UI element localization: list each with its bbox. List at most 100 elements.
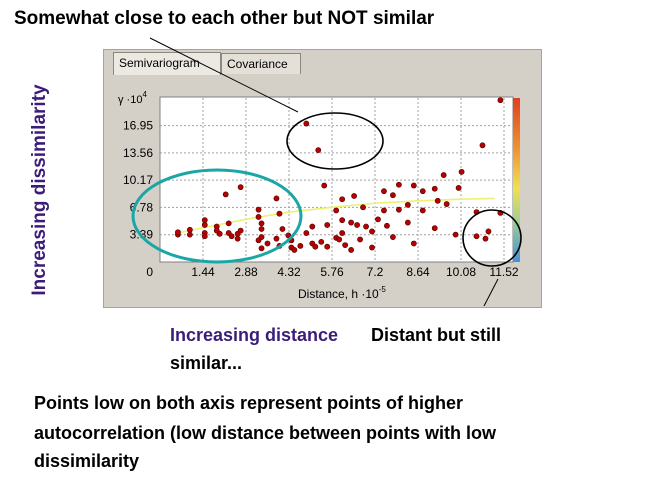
data-point (395, 181, 402, 188)
data-point (336, 236, 343, 243)
data-point (384, 222, 390, 229)
data-point (258, 220, 265, 227)
data-point (186, 226, 193, 233)
data-point (201, 222, 208, 228)
data-point (318, 238, 325, 245)
data-point (258, 245, 265, 252)
data-point (443, 201, 450, 207)
x-tick-label: 10.08 (446, 265, 476, 279)
data-point (315, 147, 322, 154)
data-point (434, 197, 441, 204)
data-point (285, 232, 292, 239)
data-point (273, 235, 280, 242)
data-point (482, 235, 489, 242)
data-point (351, 193, 357, 199)
distant-similar-annotation-1: Distant but still (371, 325, 501, 345)
data-point (455, 185, 462, 191)
top-pointer-line (149, 37, 299, 113)
tab-covariance[interactable]: Covariance (221, 53, 301, 74)
data-point (276, 210, 283, 217)
data-point (333, 207, 340, 214)
summary-line-1: Points low on both axis represent points… (34, 393, 464, 413)
y-tick-label: 10.17 (123, 173, 153, 187)
x-tick-label: 8.64 (406, 265, 430, 279)
data-point (473, 233, 480, 240)
data-point (324, 222, 331, 228)
data-point (404, 219, 411, 226)
x-axis-label: Distance, h ·10-5 (298, 285, 386, 301)
data-point (479, 142, 486, 149)
summary-line-2: autocorrelation (low distance between po… (34, 423, 497, 443)
data-point (234, 235, 241, 242)
data-point (255, 206, 262, 213)
data-point (264, 240, 271, 247)
data-point (255, 214, 262, 220)
y-tick-label: 13.56 (123, 146, 153, 160)
data-point (369, 228, 375, 235)
data-point (312, 243, 319, 250)
data-point (201, 217, 208, 224)
x-axis-annotation: Increasing distance (170, 325, 339, 345)
data-point (309, 223, 316, 230)
data-point (360, 204, 366, 211)
x-tick-label: 1.44 (191, 265, 215, 279)
data-point (431, 185, 438, 192)
data-point (348, 219, 355, 226)
summary-line-3: dissimilarity (34, 451, 140, 471)
data-point (357, 236, 363, 243)
data-point (216, 230, 223, 237)
data-point (175, 229, 181, 236)
data-point (381, 188, 387, 195)
data-point (228, 233, 235, 240)
data-point (339, 217, 346, 224)
data-point (273, 195, 280, 202)
data-point (375, 216, 381, 223)
data-point (410, 182, 417, 189)
data-point (419, 188, 426, 195)
data-point (354, 222, 360, 228)
x-tick-label: 5.76 (320, 265, 344, 279)
data-point (485, 228, 492, 235)
data-point (419, 207, 426, 214)
data-point (297, 243, 304, 249)
data-point (237, 184, 244, 191)
x-tick-label: 7.2 (367, 265, 384, 279)
data-point (324, 243, 331, 250)
color-scale-bar (513, 98, 520, 262)
x-tick-label: 4.32 (277, 265, 301, 279)
data-point (458, 168, 465, 175)
x-tick-label: 2.88 (234, 265, 258, 279)
data-point (225, 220, 232, 227)
tab-semivariogram[interactable]: Semivariogram (113, 52, 221, 75)
distant-similar-ellipse (462, 209, 522, 267)
data-point (440, 172, 447, 178)
data-point (321, 182, 328, 189)
x-tick-labels: 1.44 2.88 4.32 5.76 7.2 8.64 10.08 11.52 (191, 265, 519, 279)
data-point (291, 247, 298, 253)
data-point (497, 97, 504, 104)
data-point (381, 207, 387, 214)
x-tick-label: 11.52 (489, 265, 518, 279)
data-point (279, 226, 286, 232)
data-point (222, 191, 229, 198)
data-point (201, 233, 208, 240)
distant-pointer-line (483, 278, 499, 307)
data-point (303, 230, 310, 236)
dissimilar-cluster-ellipse (286, 112, 384, 170)
data-point (363, 223, 369, 230)
distant-similar-annotation-2: similar... (170, 353, 243, 373)
data-point (255, 237, 262, 244)
data-point (339, 230, 346, 236)
data-point (395, 206, 402, 213)
data-point (339, 196, 346, 203)
data-point (452, 231, 459, 238)
data-point (369, 244, 375, 251)
data-point (348, 247, 355, 253)
data-point (410, 240, 417, 247)
top-annotation: Somewhat close to each other but NOT sim… (14, 8, 435, 29)
similar-cluster-ellipse (131, 168, 303, 264)
data-point (342, 242, 349, 248)
y-tick-label: 0 (146, 265, 153, 279)
